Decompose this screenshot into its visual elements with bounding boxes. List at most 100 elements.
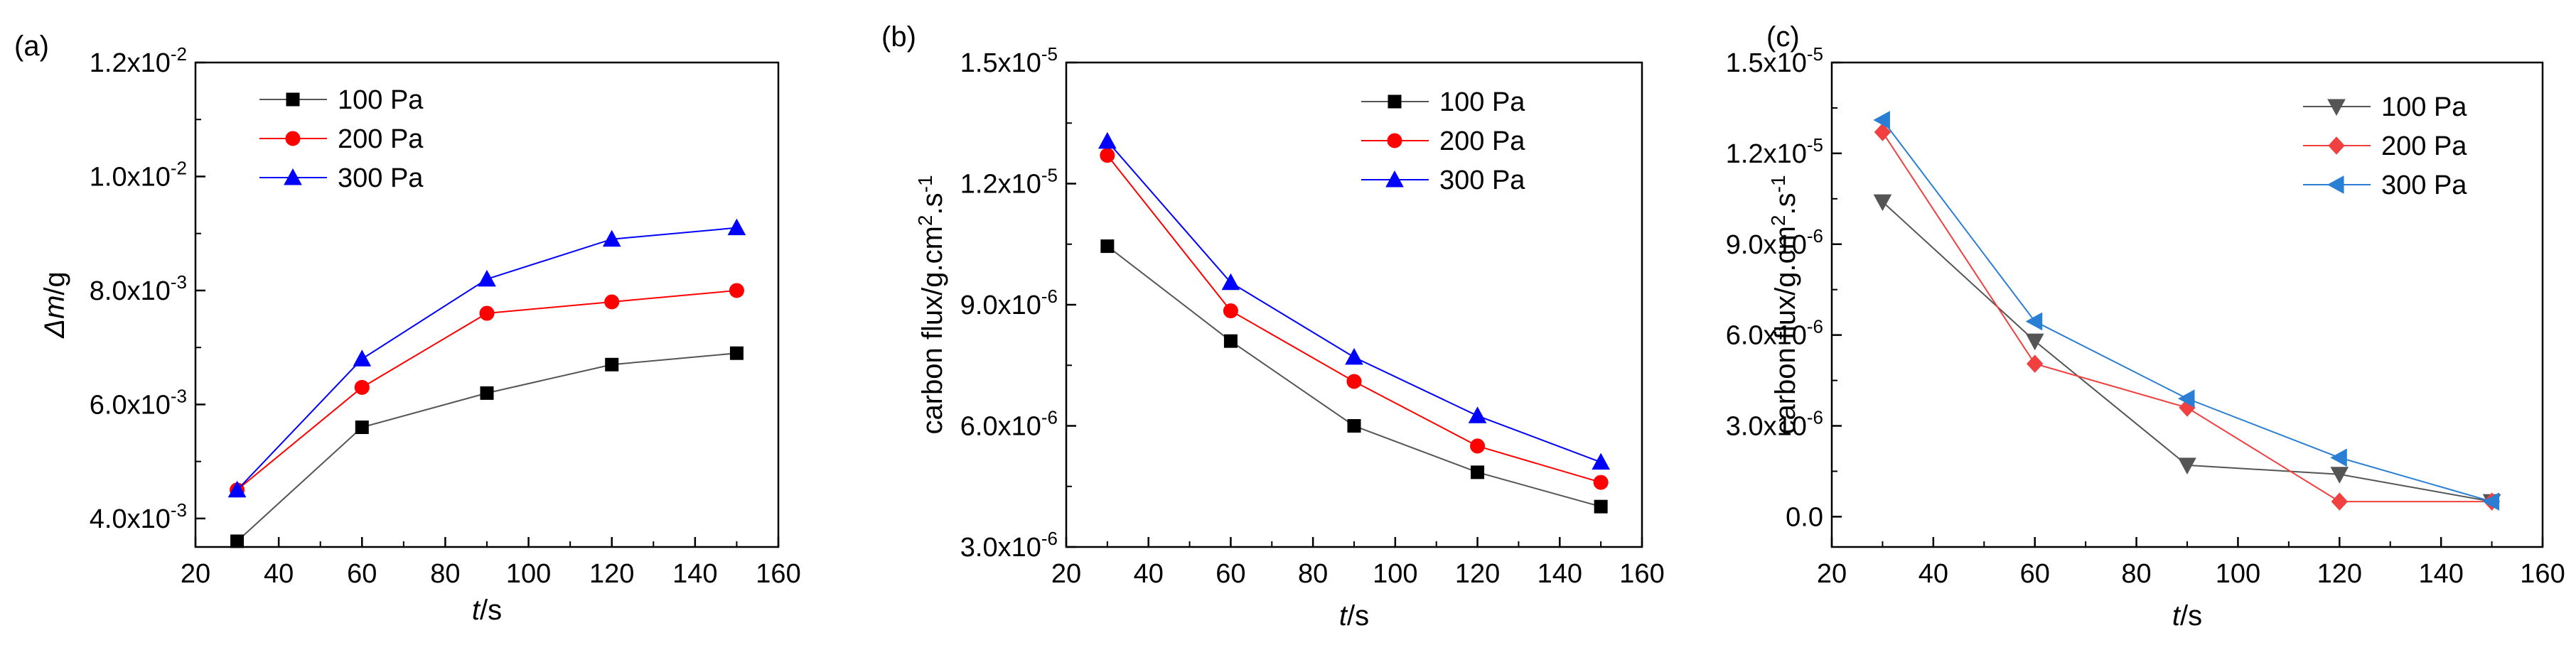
data-point (479, 305, 495, 321)
x-tick-label: 140 (672, 559, 717, 589)
y-tick-label: 4.0x10-3 (90, 499, 187, 534)
x-tick-label: 120 (2317, 559, 2362, 589)
y-tick-label: 1.0x10-2 (90, 157, 187, 192)
y-tick-label: 1.5x10-5 (1726, 43, 1823, 78)
data-point (1468, 406, 1487, 423)
x-tick-label: 100 (506, 559, 551, 589)
plot-frame (194, 61, 780, 548)
data-point (1874, 123, 1891, 141)
data-point (227, 480, 247, 498)
y-tick-label: 1.2x10-5 (960, 165, 1058, 200)
data-point (230, 534, 245, 548)
legend-marker (2328, 136, 2345, 155)
x-tick-label: 100 (2216, 559, 2260, 589)
data-point (1347, 419, 1361, 433)
x-tick-label: 120 (589, 559, 634, 589)
y-tick-label: 1.5x10-5 (960, 43, 1058, 78)
x-tick-label: 100 (1373, 559, 1417, 589)
x-axis-title: t/s (1339, 600, 1369, 632)
data-point (1592, 452, 1610, 470)
x-axis-title: t/s (472, 595, 502, 626)
panel-label: (a) (14, 31, 49, 62)
data-point (2331, 492, 2348, 511)
y-axis-title: carbon flux/g.cm2.s-1 (1767, 175, 1801, 434)
chart-panel-b: (b) 20 40 60 80 100 120 140 160 3.0x10-6 6.0x10-6 9… (881, 21, 1665, 632)
x-tick-label: 20 (1051, 559, 1081, 589)
data-point (602, 229, 621, 247)
series-line-200-pa (1107, 155, 1601, 484)
x-tick-label: 140 (1537, 559, 1582, 589)
data-point (2482, 492, 2500, 511)
data-point (1223, 303, 1238, 319)
data-point (1221, 273, 1240, 291)
x-tick-label: 80 (1298, 559, 1328, 589)
data-point (1345, 347, 1363, 365)
data-point (2025, 312, 2043, 331)
data-point (729, 283, 744, 298)
legend-label: 200 Pa (338, 124, 424, 154)
chart-panel-a: (a) 20 40 60 80 100 120 140 160 4.0x10-3 6.0x10-3 8… (14, 31, 801, 626)
y-axis-title: Δm/g (39, 271, 70, 339)
data-point (604, 294, 620, 310)
data-point (1873, 111, 1890, 129)
data-point (2027, 354, 2044, 373)
y-tick-label: 6.0x10-6 (960, 407, 1058, 442)
legend-label: 100 Pa (2381, 92, 2467, 122)
x-axis-title: t/s (2172, 600, 2202, 632)
x-tick-label: 160 (2520, 559, 2565, 589)
x-tick-label: 160 (756, 559, 800, 589)
series-line-100-pa (236, 352, 737, 542)
data-point (353, 349, 372, 367)
x-tick-label: 120 (1455, 559, 1500, 589)
data-point (605, 357, 619, 372)
x-tick-label: 60 (2020, 559, 2050, 589)
x-tick-label: 20 (1817, 559, 1847, 589)
legend-label: 300 Pa (2381, 170, 2467, 200)
x-tick-label: 40 (264, 559, 294, 589)
legend-label: 100 Pa (338, 85, 424, 115)
panel-label: (b) (881, 21, 916, 53)
data-point (727, 218, 746, 236)
x-tick-label: 40 (1134, 559, 1164, 589)
legend-label: 200 Pa (2381, 131, 2467, 161)
x-tick-label: 160 (1619, 559, 1664, 589)
data-point (1470, 438, 1486, 454)
data-point (355, 421, 369, 435)
y-tick-label: 6.0x10-6 (1726, 316, 1823, 351)
data-point (1593, 475, 1609, 490)
y-tick-label: 3.0x10-6 (960, 528, 1058, 563)
legend-label: 300 Pa (338, 163, 424, 193)
data-point (478, 269, 496, 287)
legend-marker (2327, 175, 2344, 194)
data-point (1098, 131, 1117, 149)
y-tick-label: 8.0x10-3 (90, 271, 187, 306)
series-line-300-pa (236, 227, 737, 491)
data-point (2025, 333, 2044, 351)
legend-label: 200 Pa (1439, 126, 1525, 156)
x-tick-label: 80 (430, 559, 460, 589)
chart-panel-c: (c) 20 40 60 80 100 120 140 160 0.0 3.0x10-6 6.0x10… (1726, 21, 2565, 632)
y-tick-label: 1.2x10-2 (90, 43, 187, 78)
legend-marker (285, 131, 301, 146)
data-point (1100, 148, 1115, 163)
data-point (2330, 467, 2349, 484)
panel-label: (c) (1766, 21, 1800, 53)
data-point (480, 386, 494, 400)
x-tick-label: 140 (2418, 559, 2463, 589)
data-point (1594, 499, 1608, 514)
x-tick-label: 60 (1215, 559, 1245, 589)
y-tick-label: 0.0 (1786, 502, 1823, 532)
x-tick-label: 40 (1918, 559, 1948, 589)
data-point (2177, 389, 2195, 408)
y-tick-label: 9.0x10-6 (960, 286, 1058, 320)
legend-label: 100 Pa (1439, 87, 1525, 117)
legend-marker (284, 168, 302, 185)
x-tick-label: 60 (347, 559, 377, 589)
data-point (1471, 465, 1485, 479)
series-line-100-pa (1882, 201, 2492, 503)
y-tick-label: 9.0x10-6 (1726, 225, 1823, 260)
data-point (2178, 457, 2196, 475)
data-point (1100, 239, 1115, 254)
x-tick-label: 20 (181, 559, 210, 589)
